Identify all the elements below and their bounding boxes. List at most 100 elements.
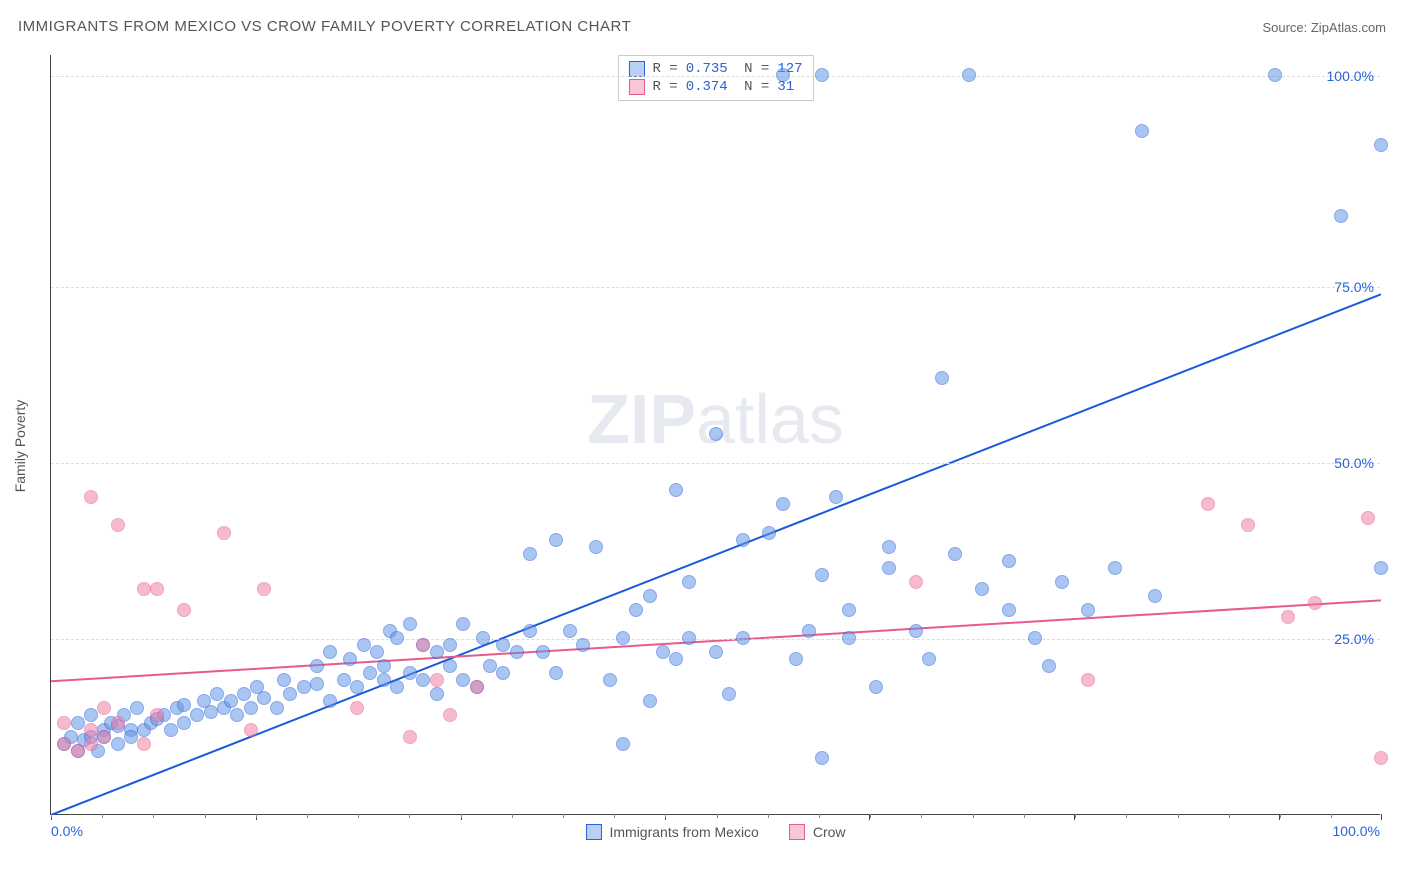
data-point: [370, 645, 384, 659]
data-point: [802, 624, 816, 638]
data-point: [1081, 673, 1095, 687]
legend-row-crow: R = 0.374 N = 31: [628, 78, 802, 96]
data-point: [164, 723, 178, 737]
data-point: [669, 483, 683, 497]
data-point: [443, 638, 457, 652]
data-point: [842, 603, 856, 617]
data-point: [443, 708, 457, 722]
data-point: [403, 666, 417, 680]
data-point: [343, 652, 357, 666]
data-point: [1081, 603, 1095, 617]
data-point: [217, 526, 231, 540]
data-point: [842, 631, 856, 645]
data-point: [1308, 596, 1322, 610]
data-point: [1334, 209, 1348, 223]
x-tick-minor: [870, 814, 871, 818]
data-point: [1055, 575, 1069, 589]
gridline: [51, 287, 1380, 288]
x-tick-minor: [102, 814, 103, 818]
x-tick-minor: [563, 814, 564, 818]
data-point: [204, 705, 218, 719]
data-point: [736, 631, 750, 645]
series-legend: Immigrants from Mexico Crow: [585, 824, 845, 840]
x-tick-minor: [973, 814, 974, 818]
data-point: [111, 716, 125, 730]
legend-item-mexico: Immigrants from Mexico: [585, 824, 758, 840]
data-point: [1002, 554, 1016, 568]
data-point: [975, 582, 989, 596]
data-point: [909, 624, 923, 638]
swatch-pink: [789, 824, 805, 840]
data-point: [510, 645, 524, 659]
data-point: [177, 603, 191, 617]
data-point: [589, 540, 603, 554]
data-point: [1002, 603, 1016, 617]
swatch-blue: [585, 824, 601, 840]
data-point: [1148, 589, 1162, 603]
data-point: [337, 673, 351, 687]
data-point: [443, 659, 457, 673]
gridline: [51, 639, 1380, 640]
data-point: [124, 730, 138, 744]
data-point: [416, 673, 430, 687]
data-point: [323, 694, 337, 708]
x-tick-minor: [307, 814, 308, 818]
data-point: [257, 582, 271, 596]
chart-title: IMMIGRANTS FROM MEXICO VS CROW FAMILY PO…: [18, 18, 631, 35]
data-point: [882, 561, 896, 575]
data-point: [297, 680, 311, 694]
data-point: [403, 730, 417, 744]
x-tick-minor: [768, 814, 769, 818]
data-point: [616, 631, 630, 645]
data-point: [483, 659, 497, 673]
data-point: [815, 751, 829, 765]
data-point: [357, 638, 371, 652]
data-point: [948, 547, 962, 561]
data-point: [150, 582, 164, 596]
data-point: [1135, 124, 1149, 138]
data-point: [523, 624, 537, 638]
x-tick-minor: [358, 814, 359, 818]
swatch-pink: [628, 79, 644, 95]
data-point: [656, 645, 670, 659]
data-point: [137, 737, 151, 751]
data-point: [97, 701, 111, 715]
data-point: [244, 701, 258, 715]
data-point: [1374, 751, 1388, 765]
data-point: [390, 680, 404, 694]
x-tick-minor: [921, 814, 922, 818]
data-point: [1108, 561, 1122, 575]
data-point: [363, 666, 377, 680]
data-point: [1241, 518, 1255, 532]
x-tick-minor: [1331, 814, 1332, 818]
data-point: [190, 708, 204, 722]
data-point: [629, 603, 643, 617]
data-point: [97, 730, 111, 744]
data-point: [323, 645, 337, 659]
scatter-chart: ZIPatlas R = 0.735 N = 127 R = 0.374 N =…: [50, 55, 1380, 815]
data-point: [909, 575, 923, 589]
data-point: [257, 691, 271, 705]
x-tick-minor: [614, 814, 615, 818]
data-point: [416, 638, 430, 652]
x-tick-minor: [1126, 814, 1127, 818]
data-point: [310, 659, 324, 673]
trend-line: [51, 600, 1381, 681]
y-tick-label: 100.0%: [1327, 68, 1374, 84]
data-point: [283, 687, 297, 701]
data-point: [111, 518, 125, 532]
data-point: [237, 687, 251, 701]
data-point: [476, 631, 490, 645]
x-axis-min-label: 0.0%: [51, 823, 83, 839]
data-point: [815, 568, 829, 582]
x-tick-minor: [1075, 814, 1076, 818]
data-point: [789, 652, 803, 666]
data-point: [350, 680, 364, 694]
data-point: [1028, 631, 1042, 645]
data-point: [310, 677, 324, 691]
y-axis-label: Family Poverty: [12, 400, 28, 493]
data-point: [403, 617, 417, 631]
data-point: [549, 533, 563, 547]
data-point: [130, 701, 144, 715]
data-point: [496, 638, 510, 652]
